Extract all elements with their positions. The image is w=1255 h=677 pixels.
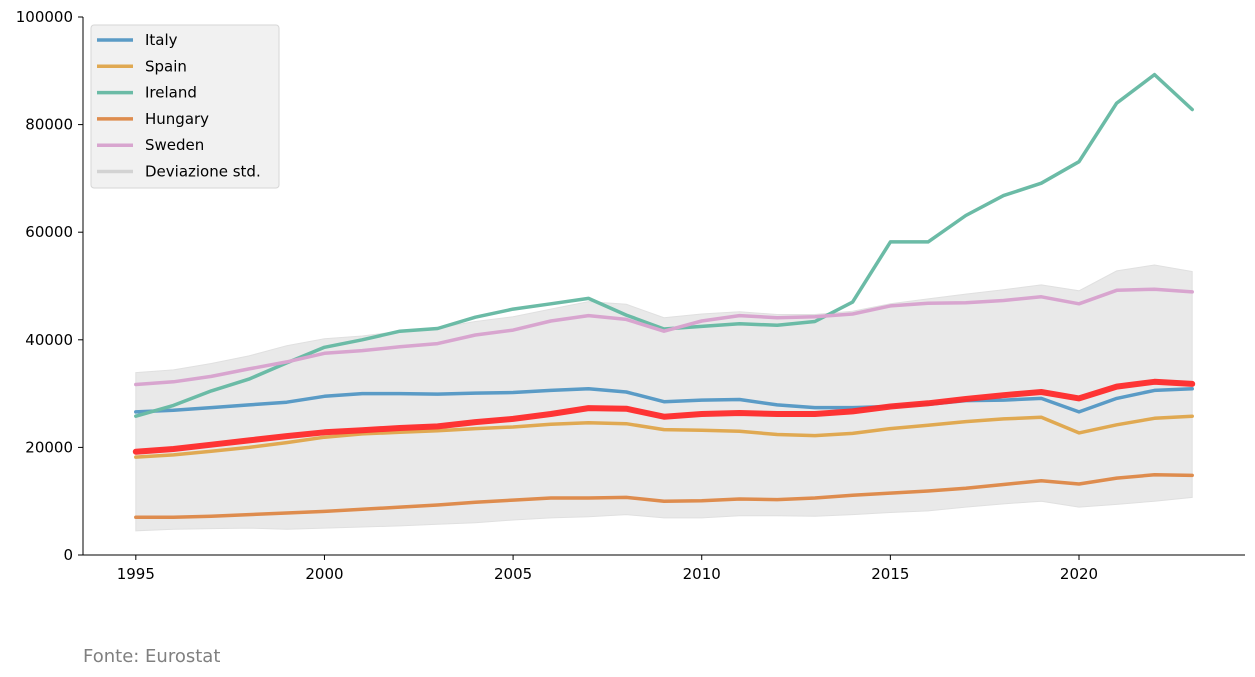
- series-line-sweden: [134, 287, 1194, 387]
- series-layer: [132, 72, 1196, 520]
- x-tick-label: 2005: [494, 565, 532, 583]
- x-tick-label: 2010: [683, 565, 721, 583]
- source-note: Fonte: Eurostat: [83, 646, 221, 667]
- legend-label: Ireland: [145, 84, 197, 102]
- y-tick-label: 40000: [25, 331, 73, 349]
- series-line-average: [132, 378, 1196, 455]
- x-tick-label: 2015: [871, 565, 909, 583]
- y-tick-label: 100000: [16, 8, 73, 26]
- x-tick-label: 1995: [117, 565, 155, 583]
- series-line-italy: [134, 387, 1194, 414]
- legend-label: Deviazione std.: [145, 163, 261, 181]
- series-line-spain: [134, 414, 1194, 459]
- axes-layer: [82, 17, 1245, 556]
- legend-label: Italy: [145, 31, 178, 49]
- legend-label: Spain: [145, 57, 187, 75]
- legend-label: Sweden: [145, 136, 204, 154]
- y-tick-label: 80000: [25, 116, 73, 134]
- legend: Italy Spain Ireland Hungary Sweden Deviazione…: [90, 24, 280, 189]
- y-tick-label: 0: [63, 546, 73, 564]
- x-tick-label: 2000: [305, 565, 343, 583]
- y-tick-label: 60000: [25, 223, 73, 241]
- y-tick-label: 20000: [25, 438, 73, 456]
- legend-frame: [90, 24, 280, 189]
- series-line-hungary: [134, 473, 1194, 520]
- x-tick-label: 2020: [1060, 565, 1098, 583]
- tick-layer: 1995 2000 2005 2010 2015 2020 0 20000 40000 60000…: [16, 8, 1098, 583]
- legend-label: Hungary: [145, 110, 209, 128]
- series-line-ireland: [134, 72, 1194, 418]
